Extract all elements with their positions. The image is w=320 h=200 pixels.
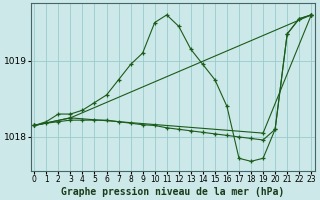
X-axis label: Graphe pression niveau de la mer (hPa): Graphe pression niveau de la mer (hPa): [61, 186, 284, 197]
